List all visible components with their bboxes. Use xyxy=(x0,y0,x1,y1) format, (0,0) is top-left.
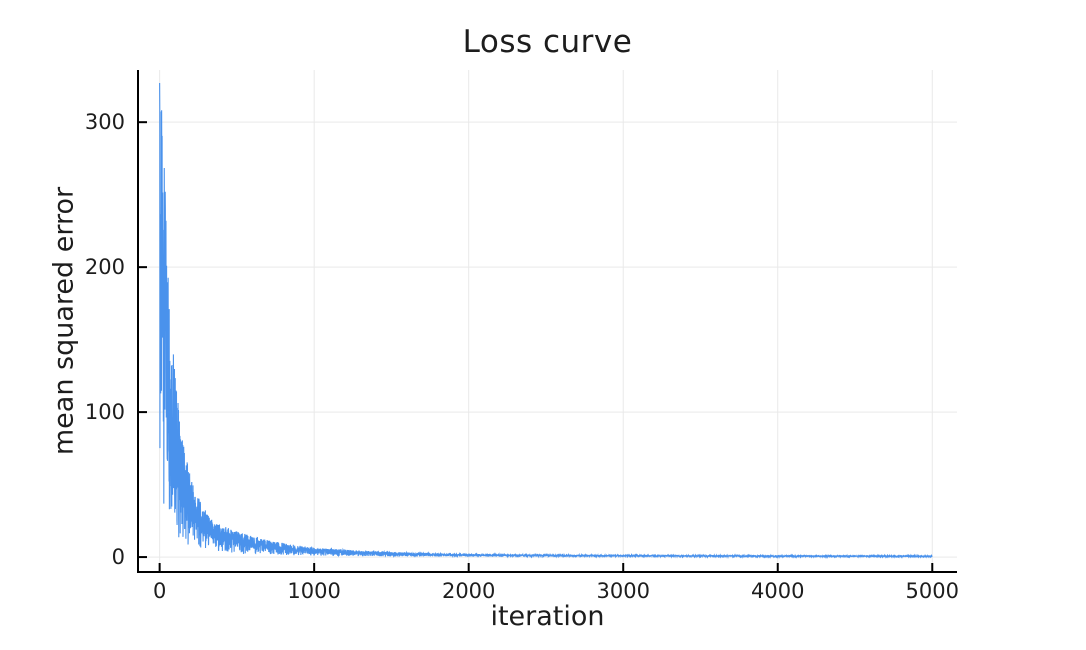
y-tick-label: 300 xyxy=(85,110,125,134)
x-tick-label: 4000 xyxy=(751,579,804,603)
x-tick-label: 1000 xyxy=(287,579,340,603)
y-tick-label: 0 xyxy=(112,545,125,569)
chart-title: Loss curve xyxy=(462,24,633,60)
x-tick-label: 3000 xyxy=(596,579,649,603)
loss-series-line xyxy=(159,83,933,560)
x-tick-label: 0 xyxy=(153,579,166,603)
x-tick-label: 2000 xyxy=(442,579,495,603)
y-tick-label: 100 xyxy=(85,400,125,424)
x-axis-label: iteration xyxy=(490,601,605,632)
y-tick-label: 200 xyxy=(85,255,125,279)
x-tick-label: 5000 xyxy=(906,579,959,603)
